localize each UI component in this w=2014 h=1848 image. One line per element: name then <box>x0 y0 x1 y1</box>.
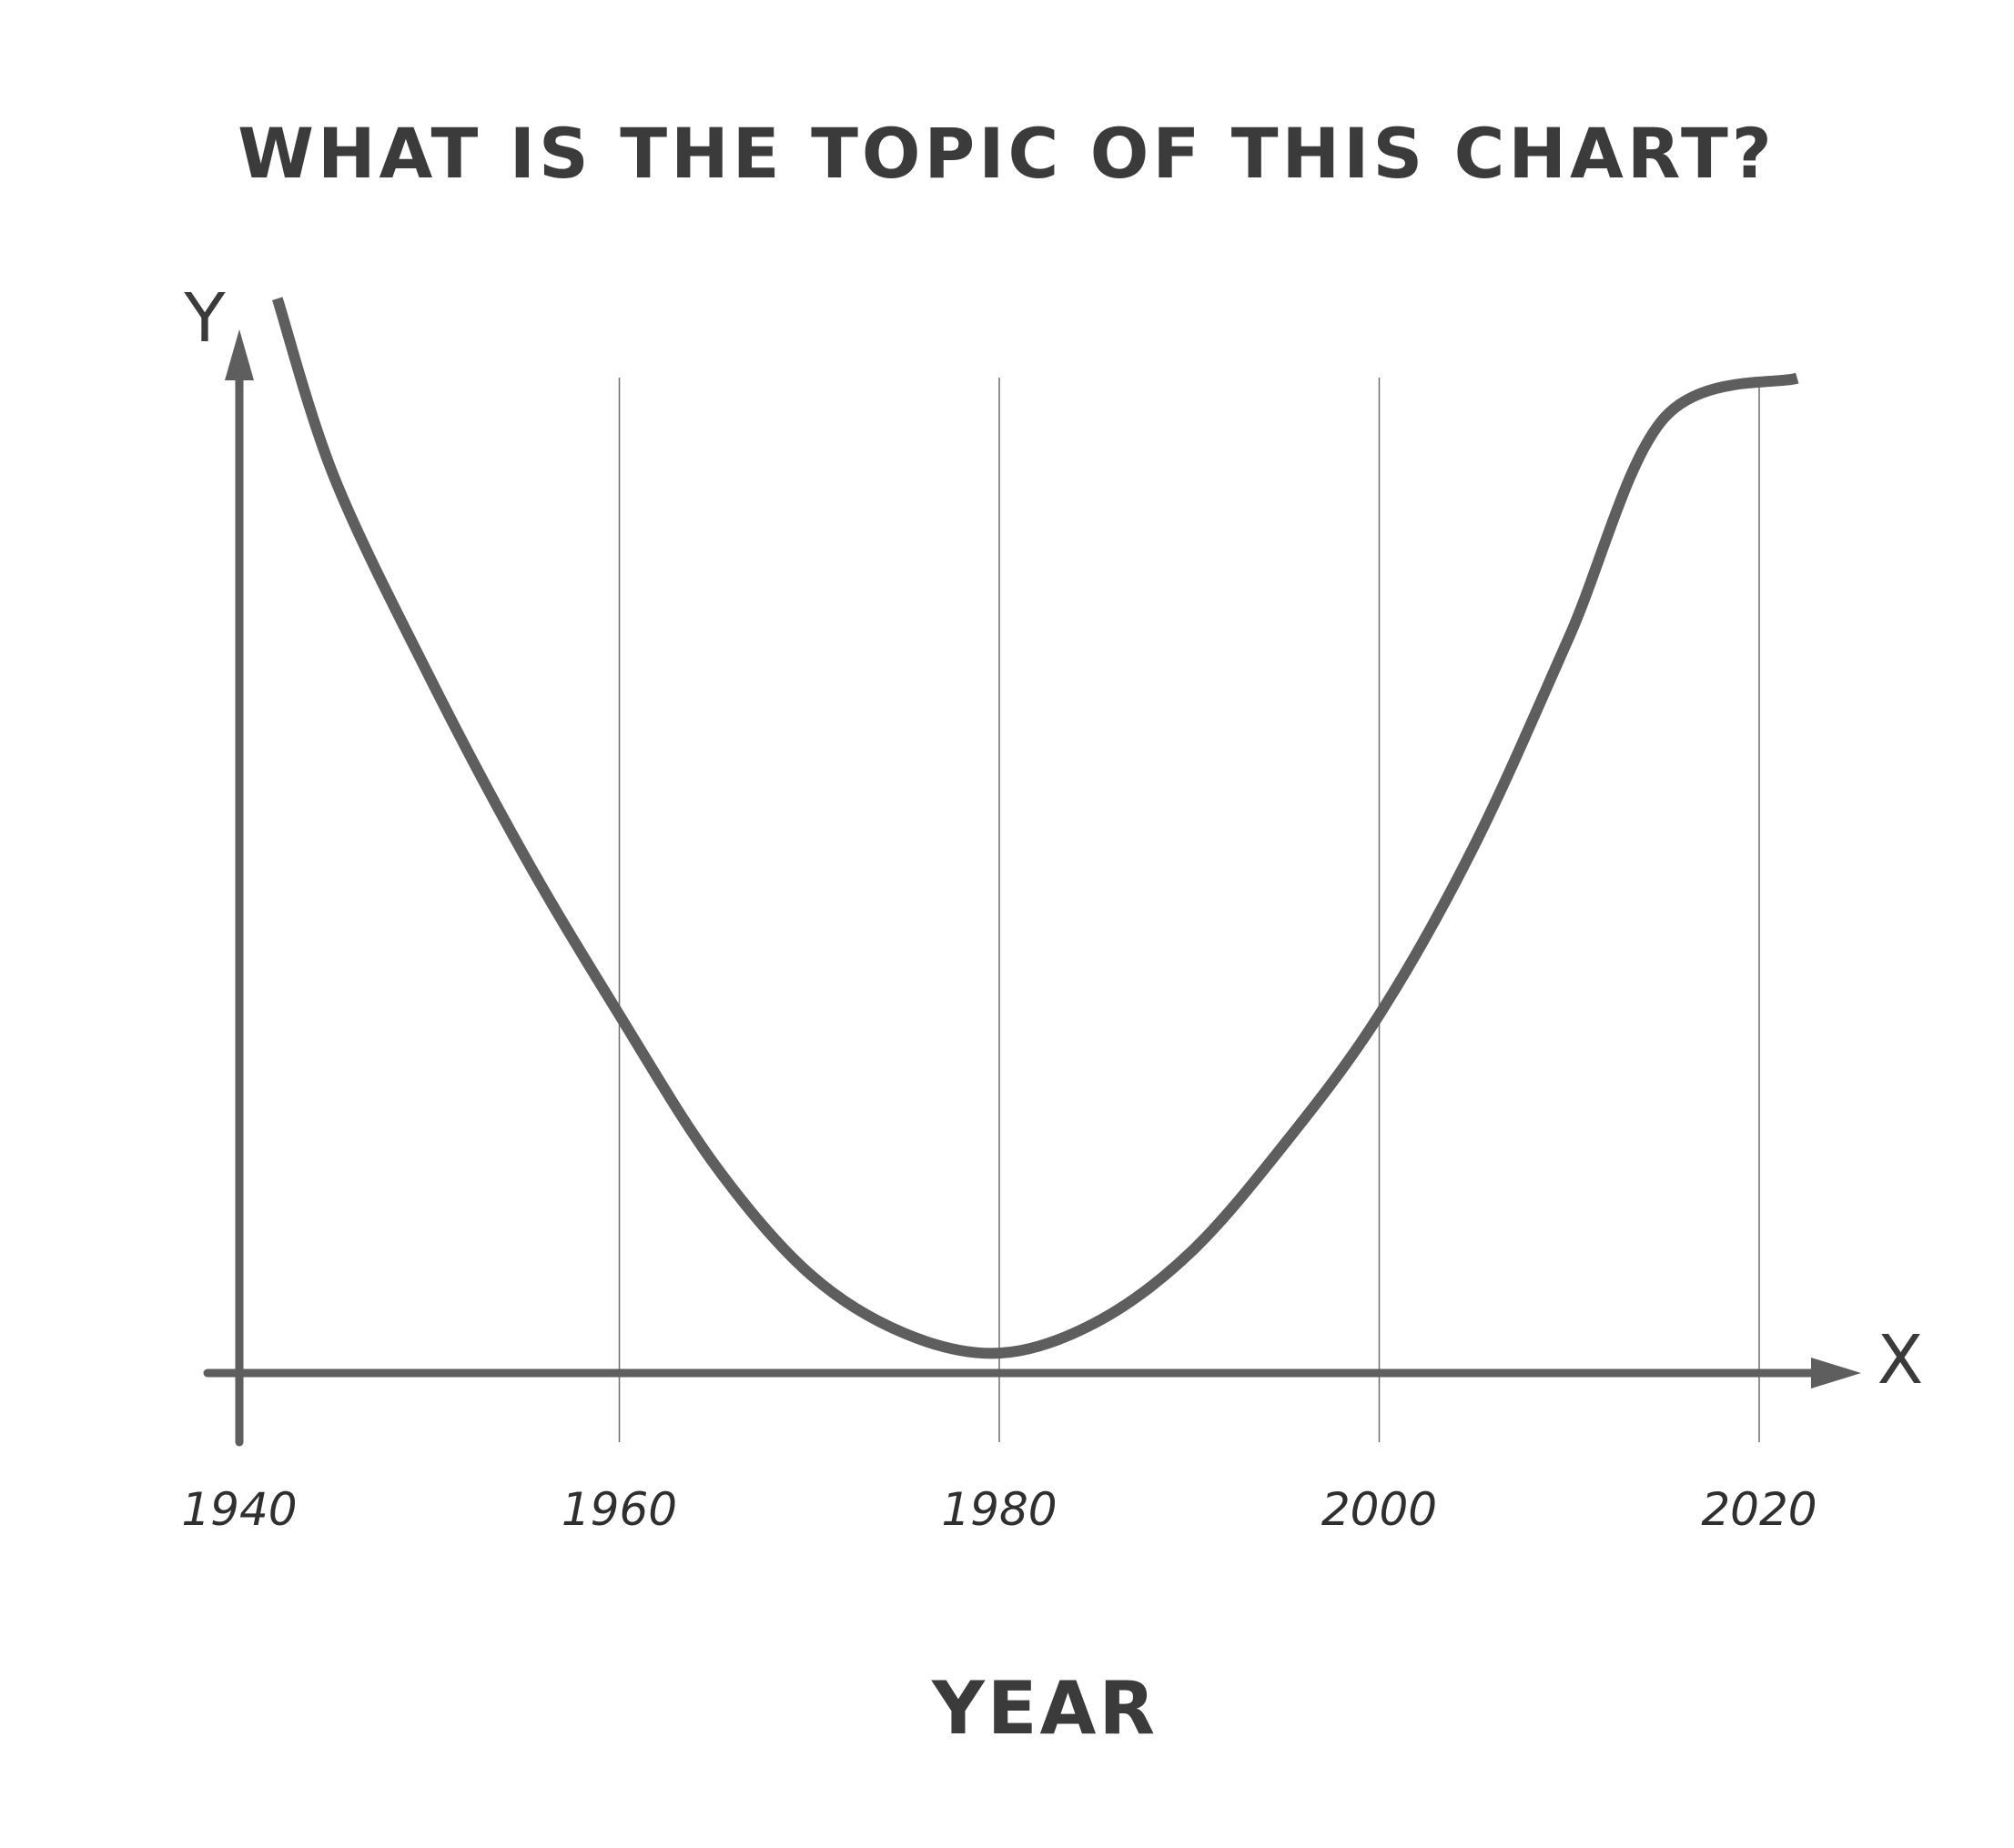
axes <box>203 329 1861 1447</box>
x-tick-labels: 1940 1960 1980 2000 2020 <box>181 1483 1817 1536</box>
grid-lines <box>618 378 1760 1442</box>
x-tick-label-2020: 2020 <box>1701 1483 1817 1536</box>
x-tick-label-2000: 2000 <box>1321 1483 1437 1536</box>
chart-title: WHAT IS THE TOPIC OF THIS CHART? <box>238 113 1776 194</box>
y-axis-letter: Y <box>183 279 226 358</box>
x-axis-letter: X <box>1877 1321 1924 1399</box>
series <box>272 297 1799 1359</box>
series-line-0 <box>272 297 1799 1359</box>
x-tick-label-1980: 1980 <box>941 1483 1057 1536</box>
x-tick-label-1940: 1940 <box>181 1483 297 1536</box>
x-axis-arrow <box>1811 1358 1861 1389</box>
x-tick-label-1960: 1960 <box>562 1483 677 1536</box>
x-axis-label: YEAR <box>931 1666 1158 1751</box>
y-axis-arrow <box>225 329 254 380</box>
